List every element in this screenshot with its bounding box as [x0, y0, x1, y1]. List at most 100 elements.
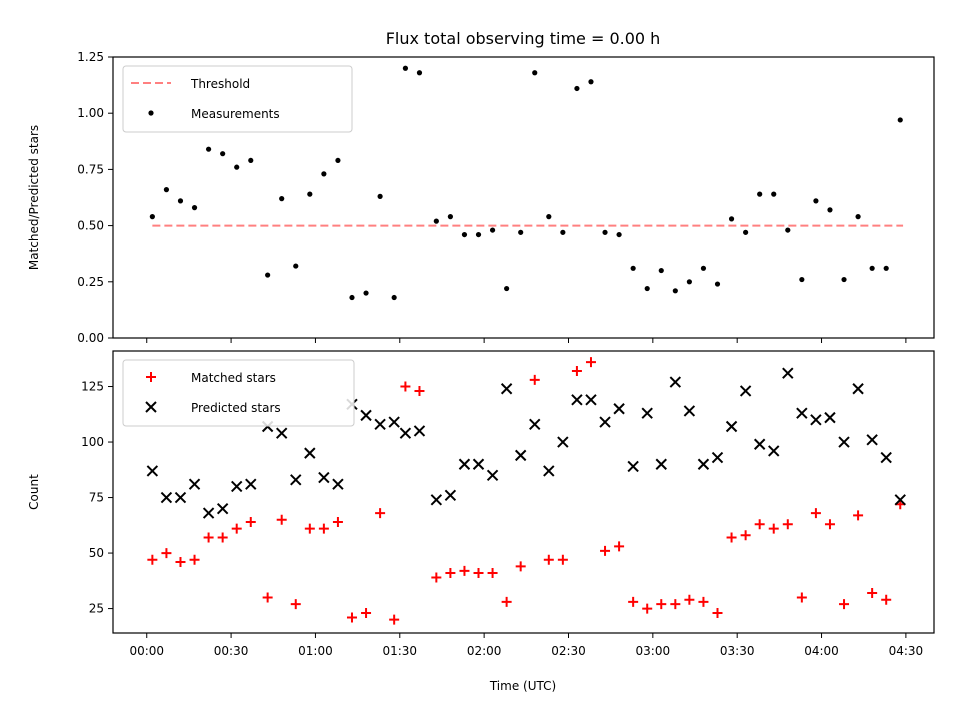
matched-point	[754, 519, 765, 530]
measurement-point	[163, 187, 170, 193]
measurement-point	[841, 276, 847, 283]
y-tick-label: 50	[89, 546, 104, 560]
predicted-point	[374, 418, 386, 430]
measurement-point	[402, 65, 409, 71]
predicted-point	[500, 383, 513, 395]
matched-point	[768, 523, 779, 534]
predicted-point	[810, 414, 822, 426]
predicted-point	[160, 491, 173, 504]
bottom-panel: 00:00 00:30 01:00 01:30 02:00 02:30 03:00 03:30…	[27, 350, 935, 658]
measurement-point	[391, 294, 397, 301]
series-measurements	[149, 65, 903, 301]
measurement-point	[433, 218, 439, 224]
predicted-point	[444, 489, 457, 502]
measurement-point	[475, 231, 482, 238]
measurement-point	[588, 79, 594, 85]
matched-point	[231, 523, 242, 534]
legend-box	[122, 65, 353, 133]
series-matched-stars	[147, 357, 906, 625]
y-axis-label: Matched/Predicted stars	[27, 125, 41, 270]
x-tick-label: 03:00	[636, 644, 671, 658]
x-tick-label: 02:30	[551, 644, 586, 658]
predicted-point	[739, 385, 752, 397]
measurement-point	[616, 231, 622, 238]
matched-point	[698, 596, 709, 607]
predicted-point	[571, 394, 583, 406]
predicted-point	[202, 507, 215, 519]
matched-point	[557, 554, 568, 565]
y-tick-label: 0.00	[77, 331, 104, 345]
measurement-point	[447, 214, 453, 220]
matched-point	[543, 554, 554, 565]
predicted-point	[514, 449, 527, 462]
y-tick-label: 0.25	[77, 275, 104, 289]
predicted-point	[627, 460, 639, 473]
measurement-point	[149, 214, 155, 220]
measurement-point	[560, 229, 566, 235]
predicted-point	[231, 480, 243, 493]
measurement-point	[191, 205, 198, 211]
y-tick-label: 0.50	[77, 219, 104, 233]
measurement-point	[644, 285, 650, 292]
axes-frame	[112, 350, 935, 634]
predicted-point	[838, 436, 850, 448]
measurement-point	[630, 265, 636, 271]
matched-point	[346, 612, 357, 623]
matched-point	[375, 508, 386, 519]
predicted-point	[599, 416, 611, 428]
x-tick-label: 02:00	[467, 644, 502, 658]
measurement-point	[248, 157, 254, 164]
legend: Threshold Measurements	[122, 65, 353, 133]
predicted-point	[486, 469, 499, 482]
y-tick-label: 100	[81, 435, 104, 449]
matched-point	[361, 608, 372, 619]
predicted-point	[543, 465, 555, 477]
predicted-point	[557, 436, 569, 448]
legend-label: Predicted stars	[191, 401, 281, 415]
predicted-point	[304, 447, 316, 459]
matched-point	[161, 548, 172, 559]
predicted-point	[318, 471, 330, 484]
measurement-point	[658, 267, 664, 274]
predicted-point	[388, 416, 400, 428]
x-axis-label: Time (UTC)	[489, 679, 556, 693]
x-tick-label: 00:30	[214, 644, 249, 658]
measurement-point	[504, 285, 510, 292]
predicted-point	[880, 451, 892, 464]
predicted-point	[782, 367, 794, 379]
measurement-point	[279, 196, 285, 202]
predicted-point	[146, 465, 159, 477]
predicted-point	[669, 376, 682, 388]
predicted-point	[613, 403, 625, 415]
matched-point	[501, 596, 512, 607]
legend-marker	[145, 401, 157, 413]
matched-point	[867, 588, 878, 599]
predicted-point	[458, 458, 471, 470]
predicted-point	[852, 383, 864, 395]
matched-point	[189, 554, 200, 565]
measurement-point	[686, 279, 692, 285]
matched-point	[262, 592, 273, 603]
predicted-point	[430, 494, 443, 506]
measurement-point	[743, 229, 749, 235]
measurement-point	[785, 227, 791, 233]
measurement-point	[307, 191, 313, 197]
matched-point	[473, 568, 484, 579]
matched-point	[642, 603, 653, 614]
matched-point	[445, 568, 456, 579]
measurement-point	[672, 288, 678, 294]
measurement-point	[532, 70, 538, 76]
axes-frame	[112, 56, 935, 339]
matched-point	[529, 374, 540, 385]
predicted-point	[472, 458, 485, 470]
matched-point	[487, 568, 498, 579]
matched-point	[414, 385, 425, 396]
predicted-point	[290, 474, 302, 486]
matched-point	[585, 357, 596, 368]
matched-point	[600, 545, 611, 556]
matched-point	[147, 554, 158, 565]
legend: Matched stars Predicted stars	[122, 359, 355, 427]
predicted-point	[683, 405, 696, 417]
series-predicted-stars	[146, 367, 906, 519]
